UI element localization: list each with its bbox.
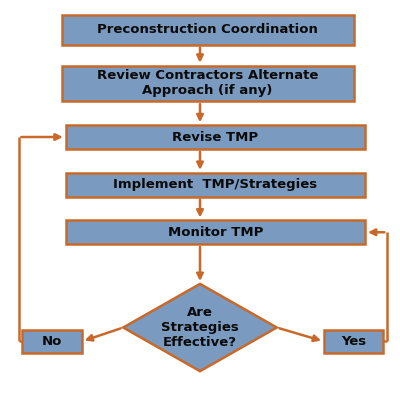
Text: Are
Strategies
Effective?: Are Strategies Effective? (161, 306, 239, 349)
FancyBboxPatch shape (66, 220, 365, 244)
Text: Monitor TMP: Monitor TMP (168, 226, 263, 239)
FancyBboxPatch shape (324, 330, 383, 353)
FancyBboxPatch shape (62, 66, 354, 101)
Text: No: No (42, 335, 62, 348)
Text: Yes: Yes (341, 335, 366, 348)
FancyBboxPatch shape (62, 15, 354, 45)
Text: Implement  TMP/Strategies: Implement TMP/Strategies (113, 178, 318, 191)
Text: Review Contractors Alternate
Approach (if any): Review Contractors Alternate Approach (i… (97, 69, 318, 98)
Text: Revise TMP: Revise TMP (172, 130, 258, 143)
Text: Preconstruction Coordination: Preconstruction Coordination (97, 23, 318, 36)
Polygon shape (123, 284, 277, 371)
FancyBboxPatch shape (22, 330, 82, 353)
FancyBboxPatch shape (66, 125, 365, 149)
FancyBboxPatch shape (66, 173, 365, 196)
